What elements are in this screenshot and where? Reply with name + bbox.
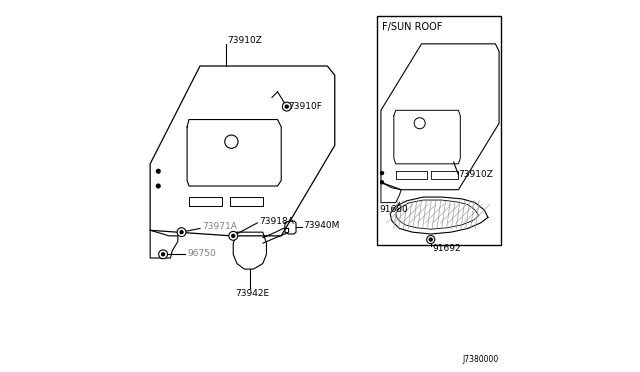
Circle shape [177,228,186,237]
Circle shape [180,231,183,234]
Circle shape [232,234,235,237]
Circle shape [159,250,168,259]
Text: 91692: 91692 [433,244,461,253]
Text: F/SUN ROOF: F/SUN ROOF [381,22,442,32]
Text: 73918A: 73918A [259,217,294,225]
Text: 96750: 96750 [187,249,216,258]
Text: 73940M: 73940M [303,221,340,230]
Circle shape [162,253,164,256]
Circle shape [156,184,160,188]
Text: 91680: 91680 [379,205,408,215]
Circle shape [429,238,432,241]
Circle shape [427,235,435,244]
Circle shape [381,171,383,174]
Circle shape [156,169,160,173]
Text: 73971A: 73971A [202,222,237,231]
Text: 73910Z: 73910Z [228,36,262,45]
Circle shape [285,105,288,108]
Text: 73910Z: 73910Z [458,170,493,179]
Text: 73942E: 73942E [235,289,269,298]
Circle shape [225,135,238,148]
Circle shape [414,118,425,129]
Circle shape [282,102,291,111]
Circle shape [381,181,383,184]
Text: 73910F: 73910F [289,102,323,111]
Bar [377,16,501,245]
Text: J7380000: J7380000 [463,355,499,364]
Circle shape [229,231,237,240]
